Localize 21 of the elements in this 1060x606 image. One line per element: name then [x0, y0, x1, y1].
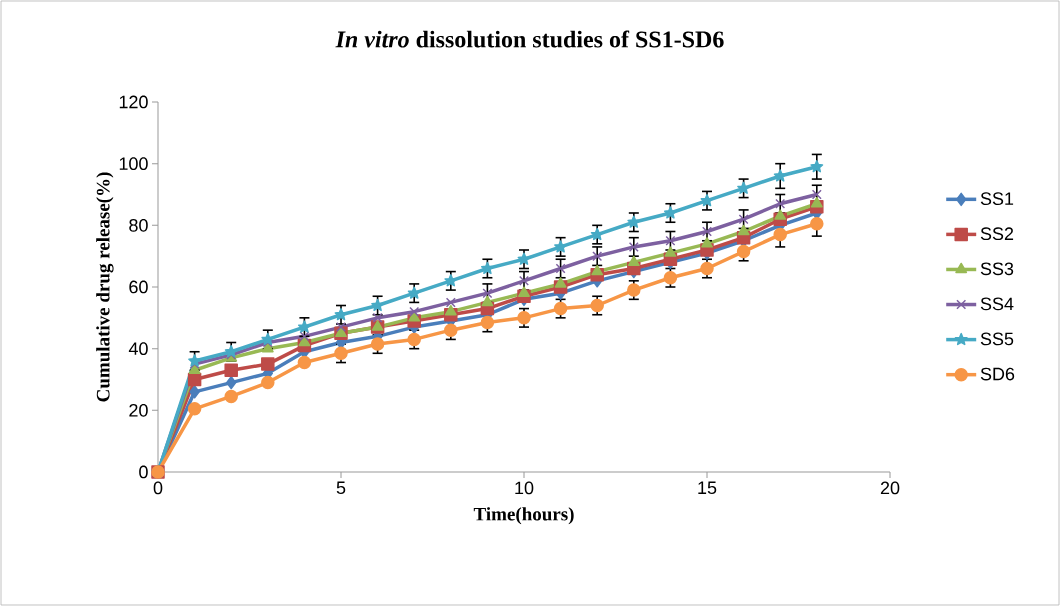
y-tick-label: 60 [129, 280, 148, 294]
y-tick-label: 20 [129, 403, 148, 417]
y-tick-label: 0 [139, 465, 148, 479]
y-tick-label: 40 [128, 342, 148, 356]
x-axis-title: Time(hours) [473, 507, 574, 525]
x-tick-label: 5 [336, 481, 346, 495]
x-tick-label: 10 [515, 481, 534, 495]
x-tick-label: 20 [880, 481, 900, 495]
legend-label: SS2 [980, 227, 1014, 241]
y-tick-label: 100 [119, 157, 148, 171]
legend-label: SS5 [980, 332, 1014, 346]
legend-label: SS4 [980, 297, 1014, 311]
legend-label: SS1 [980, 192, 1014, 206]
legend-label: SS3 [980, 262, 1014, 276]
legend-label: SD6 [980, 367, 1015, 381]
y-tick-label: 120 [119, 95, 148, 109]
y-tick-label: 80 [129, 218, 148, 232]
x-tick-label: 15 [698, 481, 717, 495]
chart-title: In vitro dissolution studies of SS1-SD6 [335, 30, 724, 48]
y-axis-title: Cumulative drug release(%) [96, 172, 114, 402]
x-tick-label: 0 [153, 481, 163, 495]
